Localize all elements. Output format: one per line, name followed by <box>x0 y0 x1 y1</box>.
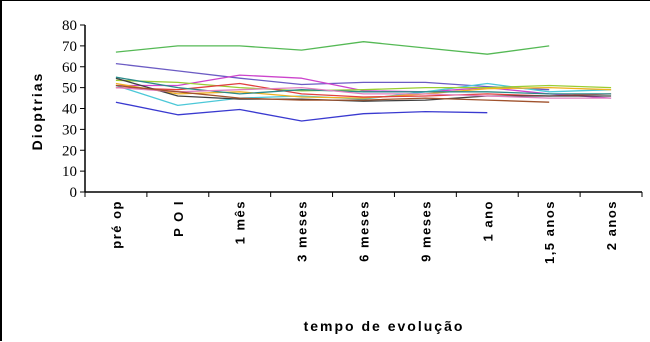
chart-axes <box>84 25 642 193</box>
x-axis-ticks: pré op P O I 1 mês 3 meses 6 meses 9 meses 1 a… <box>84 192 643 264</box>
y-axis-title: Dioptrias <box>29 72 45 151</box>
y-tick-label: 0 <box>70 185 78 201</box>
x-tick-label: 1 ano <box>480 200 495 241</box>
y-tick-label: 40 <box>62 102 77 118</box>
y-tick-label: 80 <box>62 18 77 34</box>
x-tick-label: 9 meses <box>418 200 433 262</box>
series-line-1 <box>115 41 550 55</box>
x-tick-label: 1,5 anos <box>542 200 557 264</box>
x-tick-label: pré op <box>109 200 124 249</box>
x-axis-title: tempo de evolução <box>304 318 465 334</box>
x-tick-label: 6 meses <box>357 200 372 262</box>
series-line-3 <box>115 74 612 99</box>
y-axis-ticks: 0 10 20 30 40 50 60 70 80 <box>62 18 85 201</box>
y-tick-label: 60 <box>62 60 77 76</box>
x-tick-label: 1 mês <box>233 200 248 244</box>
y-tick-label: 50 <box>62 81 77 97</box>
series-line-11 <box>115 86 612 99</box>
series-line-10 <box>115 76 612 95</box>
x-tick-label: 2 anos <box>604 200 619 250</box>
y-tick-label: 10 <box>62 164 77 180</box>
y-tick-label: 30 <box>62 122 77 138</box>
series-line-6 <box>115 82 612 99</box>
x-tick-label: 3 meses <box>295 200 310 262</box>
series-line-9 <box>115 101 488 122</box>
series-line-2 <box>115 62 550 91</box>
x-tick-label: P O I <box>171 200 186 237</box>
series-line-5 <box>115 79 612 92</box>
series-line-4 <box>115 82 612 107</box>
series-line-8 <box>115 77 612 102</box>
chart-series <box>115 41 612 122</box>
y-tick-label: 70 <box>62 39 77 55</box>
y-tick-label: 20 <box>62 143 77 159</box>
series-line-12 <box>115 84 550 103</box>
series-line-7 <box>115 82 612 98</box>
